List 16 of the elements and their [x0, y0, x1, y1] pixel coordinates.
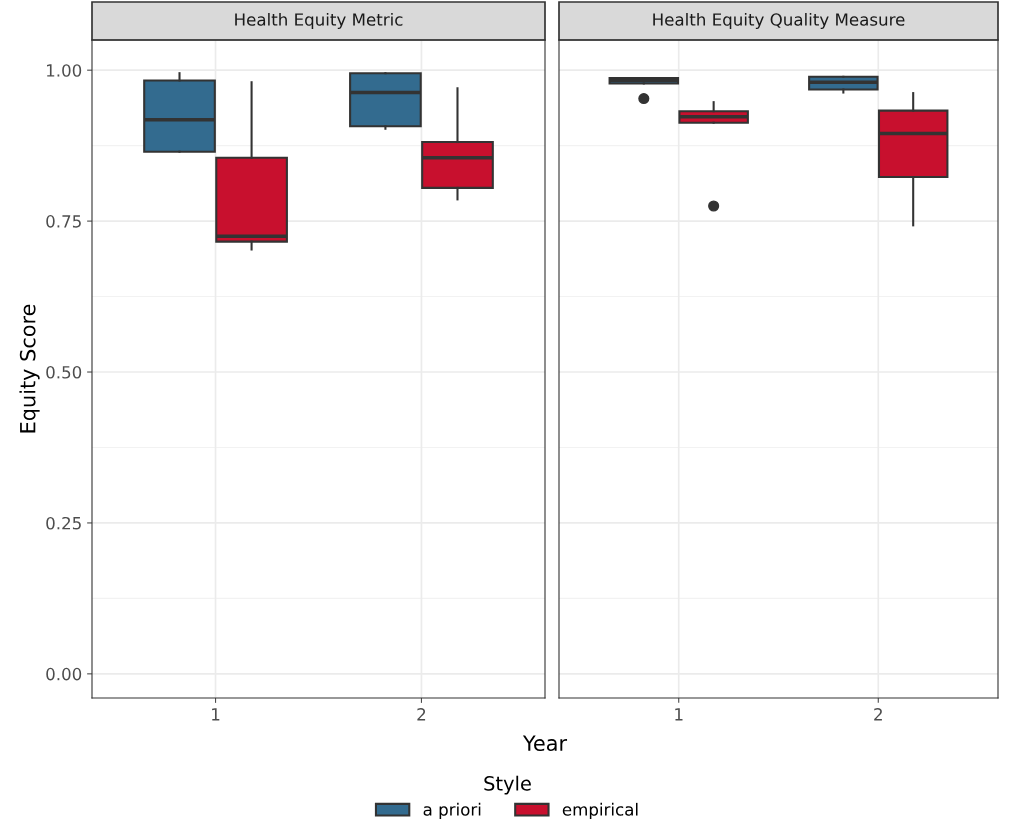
y-tick-label: 0.25	[46, 516, 81, 530]
x-tick-label: 1	[212, 708, 220, 721]
legend-title: Style	[484, 775, 531, 795]
y-axis-title: Equity Score	[19, 304, 40, 433]
x-tick-label: 1	[675, 708, 683, 721]
legend-label: empirical	[562, 802, 638, 819]
x-tick-label: 2	[417, 708, 426, 721]
y-tick-label: 1.00	[47, 64, 82, 77]
y-tick-label: 0.75	[46, 215, 81, 228]
chart-title: Health Equity Quality Measure	[653, 12, 905, 30]
y-tick-label: 0.50	[46, 365, 82, 379]
y-tick-label: 0.00	[46, 667, 82, 681]
legend-label: a priori	[423, 802, 481, 819]
chart-title: Health Equity Metric	[235, 12, 403, 30]
x-tick-label: 2	[874, 708, 882, 721]
x-axis-title: Year	[522, 735, 568, 752]
